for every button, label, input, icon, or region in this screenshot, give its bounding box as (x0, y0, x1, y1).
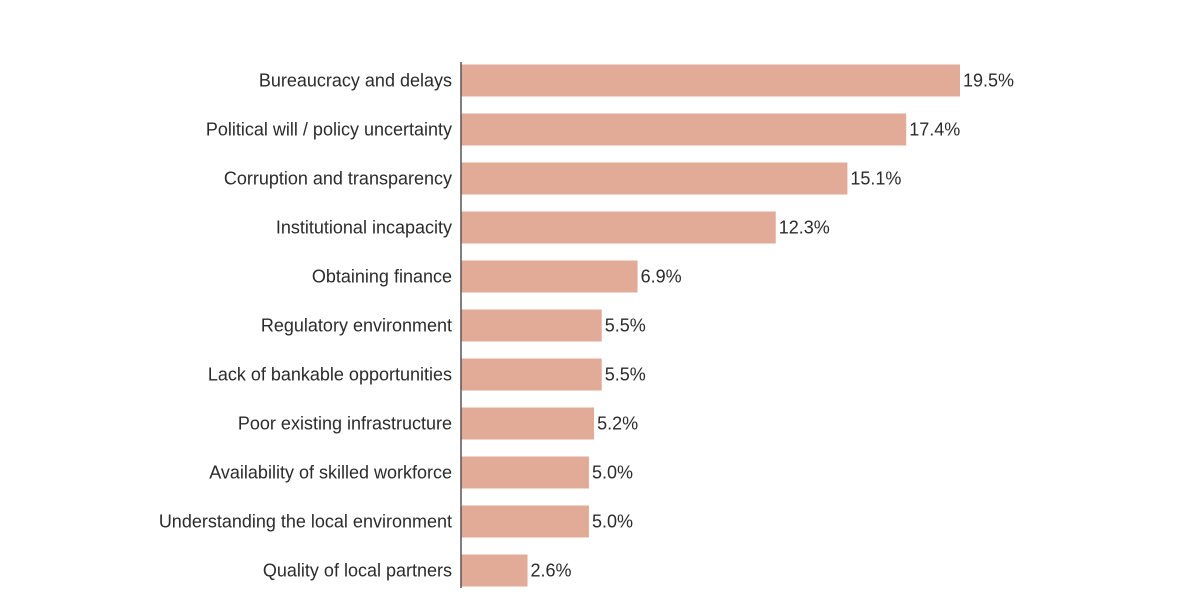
bar (461, 505, 589, 538)
category-label: Quality of local partners (263, 561, 452, 581)
value-label: 17.4% (909, 120, 960, 140)
bars-group (461, 64, 960, 587)
category-label: Lack of bankable opportunities (208, 365, 452, 385)
bar (461, 456, 589, 489)
category-label: Poor existing infrastructure (238, 414, 452, 434)
category-label: Political will / policy uncertainty (206, 120, 452, 140)
value-label: 5.0% (592, 463, 633, 483)
bar (461, 309, 602, 342)
bar (461, 113, 907, 146)
bar (461, 554, 528, 587)
bar (461, 211, 776, 244)
value-label: 5.5% (605, 316, 646, 336)
category-label: Availability of skilled workforce (209, 463, 452, 483)
value-label: 12.3% (779, 218, 830, 238)
value-label: 2.6% (531, 561, 572, 581)
value-labels: 19.5% 17.4% 15.1% 12.3% 6.9% 5.5% 5.5% 5.2% 5.0%… (531, 71, 1015, 581)
bar (461, 407, 595, 440)
category-label: Understanding the local environment (159, 512, 452, 532)
value-label: 15.1% (850, 169, 901, 189)
category-labels: Bureaucracy and delays Political will / p… (159, 71, 452, 581)
value-label: 5.5% (605, 365, 646, 385)
value-label: 19.5% (963, 71, 1014, 91)
category-label: Bureaucracy and delays (259, 71, 452, 91)
bar (461, 162, 848, 195)
value-label: 5.0% (592, 512, 633, 532)
category-label: Regulatory environment (261, 316, 452, 336)
bar (461, 260, 638, 293)
bar (461, 358, 602, 391)
category-label: Institutional incapacity (276, 218, 452, 238)
value-label: 6.9% (641, 267, 682, 287)
bar (461, 64, 960, 97)
category-label: Obtaining finance (312, 267, 452, 287)
category-label: Corruption and transparency (224, 169, 452, 189)
value-label: 5.2% (597, 414, 638, 434)
